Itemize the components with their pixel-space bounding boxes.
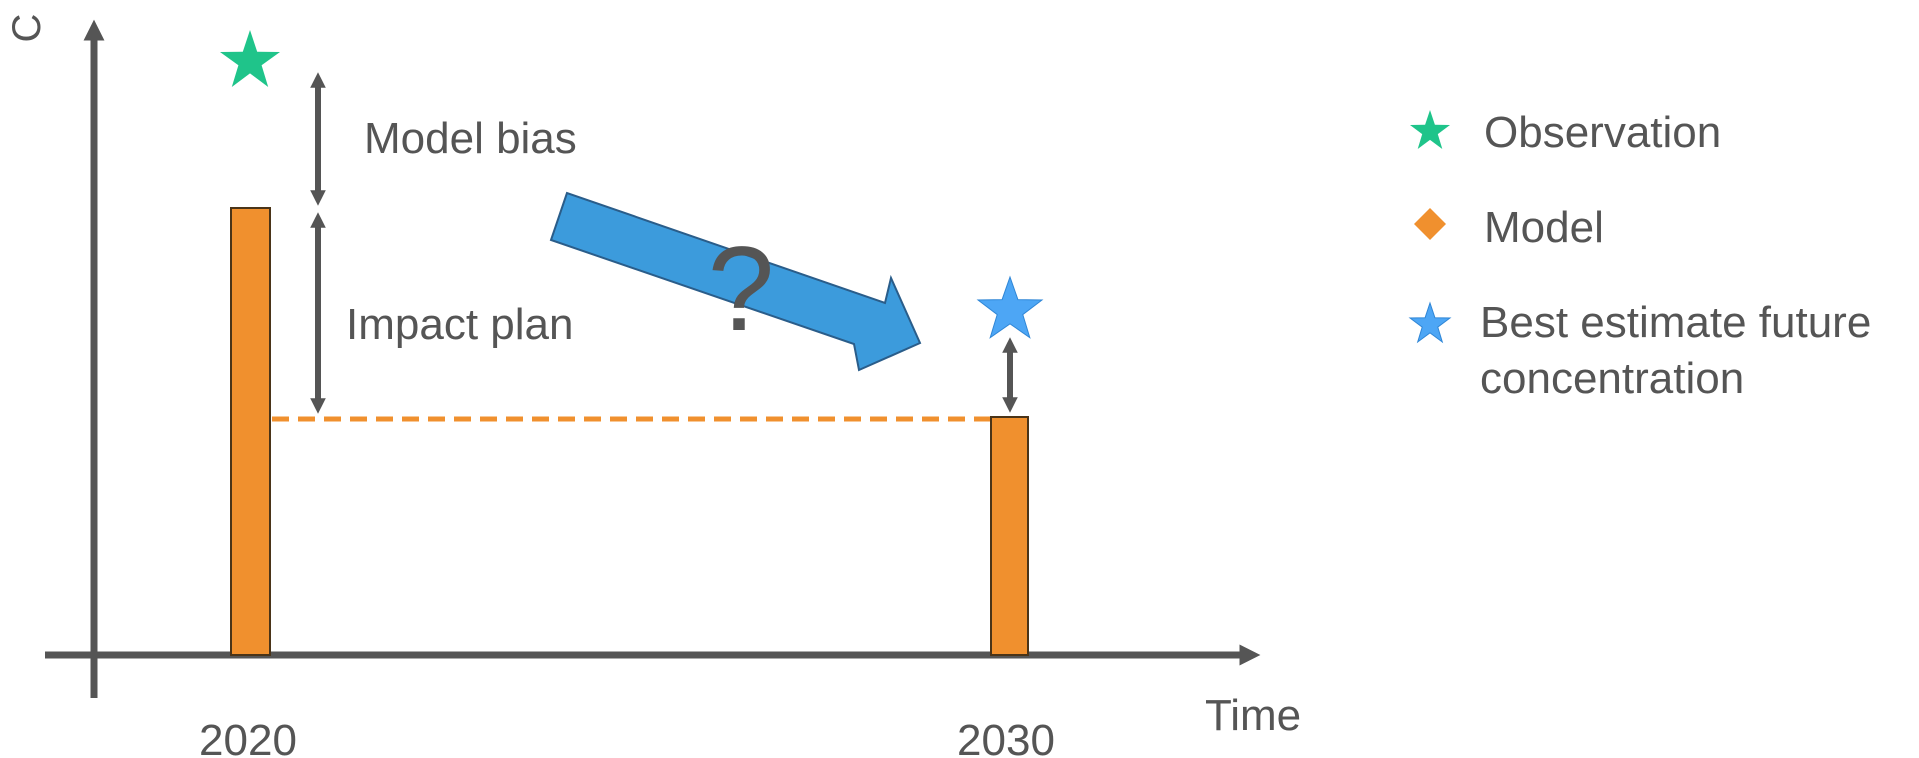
x-tick-2020: 2020	[199, 716, 297, 758]
x-axis-label: Time	[1205, 691, 1301, 740]
model-bias-label: Model bias	[364, 114, 577, 163]
legend-observation-label: Observation	[1484, 108, 1721, 157]
legend-future-label-line1: Best estimate future	[1480, 298, 1871, 347]
observation-star-icon	[220, 30, 280, 87]
impact-plan-label: Impact plan	[346, 300, 573, 349]
legend-future-label-line2: concentration	[1480, 354, 1744, 403]
legend-model-diamond-icon	[1414, 208, 1446, 240]
future-star-icon	[976, 275, 1044, 339]
legend-observation-star-icon	[1410, 110, 1450, 149]
bar-2030-model	[990, 416, 1029, 656]
legend-model-label: Model	[1484, 203, 1604, 252]
question-mark: ?	[708, 222, 775, 356]
bar-2020-model	[230, 207, 271, 656]
trend-arrow-icon	[549, 191, 922, 372]
x-tick-2030: 2030	[957, 716, 1055, 758]
legend: Observation Model Best estimate future c…	[1408, 108, 1871, 403]
legend-future-star-icon	[1408, 301, 1452, 344]
y-axis-label: C	[5, 14, 49, 43]
